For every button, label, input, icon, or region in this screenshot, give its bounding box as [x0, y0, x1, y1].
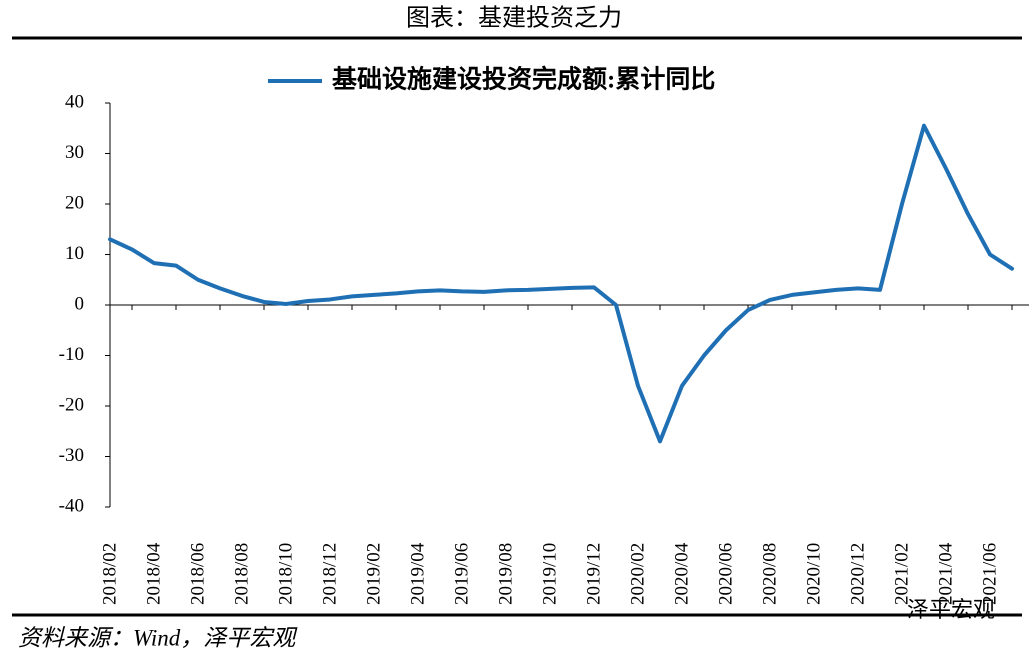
x-tick-label: 2020/02: [627, 543, 648, 605]
y-tick-label: 30: [65, 142, 84, 163]
x-tick-label: 2019/12: [583, 543, 604, 605]
y-tick-label: -40: [59, 495, 84, 516]
x-tick-label: 2018/12: [319, 543, 340, 605]
x-tick-label: 2020/06: [715, 543, 736, 605]
x-tick-label: 2019/06: [451, 543, 472, 605]
x-tick-label: 2018/08: [231, 543, 252, 605]
x-tick-label: 2021/06: [979, 543, 1000, 605]
y-tick-label: 40: [65, 91, 84, 112]
x-tick-label: 2018/04: [143, 542, 164, 605]
y-tick-label: 20: [65, 192, 84, 213]
x-tick-label: 2019/10: [539, 543, 560, 605]
y-tick-label: -30: [59, 445, 84, 466]
x-tick-label: 2019/02: [363, 543, 384, 605]
page-title: 图表：基建投资乏力: [406, 5, 622, 32]
x-tick-label: 2018/10: [275, 543, 296, 605]
x-tick-label: 2018/06: [187, 543, 208, 605]
y-tick-label: -10: [59, 344, 84, 365]
x-tick-label: 2020/04: [671, 542, 692, 605]
x-tick-label: 2019/04: [407, 542, 428, 605]
x-tick-label: 2020/08: [759, 543, 780, 605]
y-tick-label: 10: [65, 243, 84, 264]
x-tick-label: 2021/02: [891, 543, 912, 605]
data-line: [108, 123, 1014, 444]
y-tick-label: 0: [75, 293, 85, 314]
y-tick-label: -20: [59, 394, 84, 415]
x-tick-label: 2020/12: [847, 543, 868, 605]
x-tick-label: 2018/02: [99, 543, 120, 605]
source-note: 资料来源：Wind，泽平宏观: [18, 625, 298, 650]
watermark: 泽平宏观: [907, 597, 995, 622]
x-tick-label: 2020/10: [803, 543, 824, 605]
x-tick-label: 2021/04: [935, 542, 956, 605]
x-tick-label: 2019/08: [495, 543, 516, 605]
legend-label: 基础设施建设投资完成额:累计同比: [332, 65, 715, 94]
